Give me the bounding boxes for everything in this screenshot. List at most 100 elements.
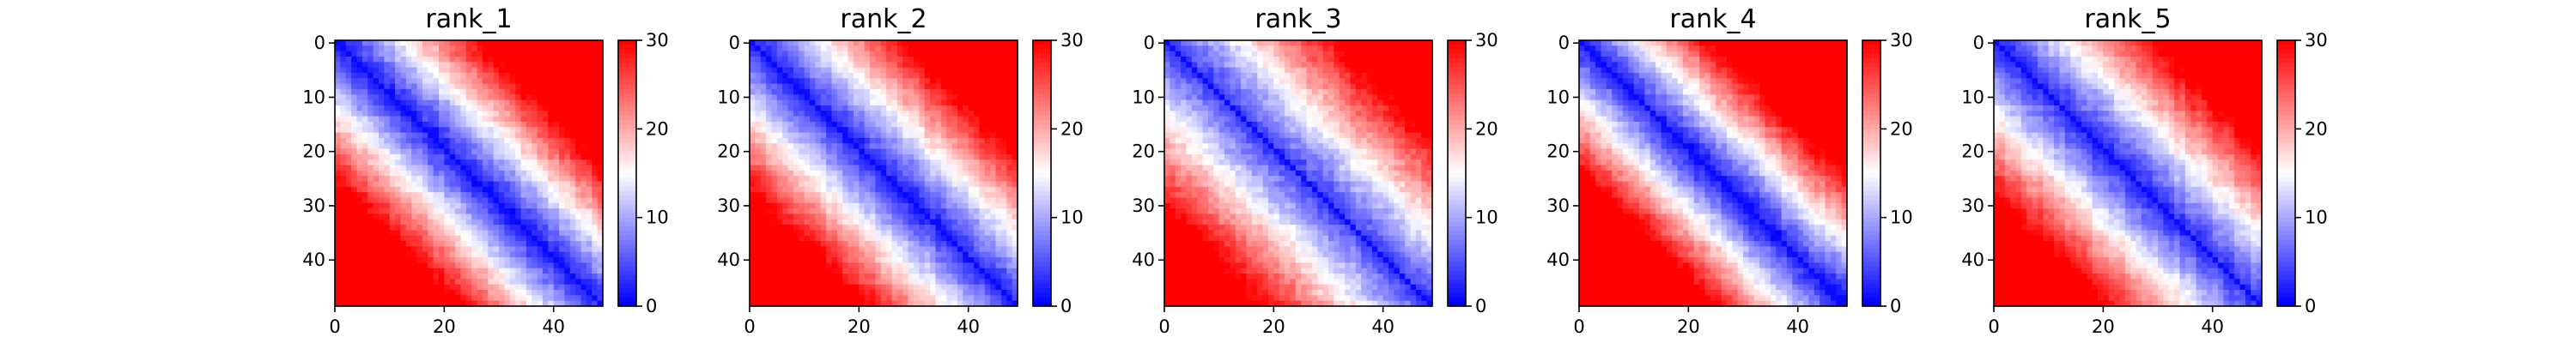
heatmap-cell (515, 225, 522, 232)
heatmap-cell (896, 116, 903, 123)
heatmap-cell (499, 290, 505, 296)
heatmap-cell (509, 94, 516, 101)
heatmap-cell (499, 251, 505, 258)
heatmap-cell (482, 186, 489, 193)
heatmap-cell (963, 165, 969, 172)
heatmap-cell (924, 235, 931, 242)
colorbar-segment (1033, 159, 1051, 165)
heatmap-cell (984, 192, 991, 199)
heatmap-cell (416, 105, 423, 111)
heatmap-cell (951, 121, 958, 128)
heatmap-cell (919, 83, 926, 90)
colorbar-segment (1033, 57, 1051, 63)
heatmap-cell (766, 214, 773, 220)
heatmap-cell (345, 148, 352, 155)
heatmap-cell (368, 300, 374, 307)
heatmap-cell (793, 159, 799, 166)
heatmap-cell (389, 40, 396, 46)
heatmap-cell (553, 214, 560, 220)
heatmap-cell (793, 202, 799, 209)
heatmap-cell (586, 274, 592, 280)
heatmap-cell (1000, 72, 1007, 79)
heatmap-cell (875, 62, 882, 69)
heatmap-cell (799, 219, 805, 226)
heatmap-cell (815, 137, 822, 144)
heatmap-cell (974, 241, 981, 248)
heatmap-cell (799, 137, 805, 144)
heatmap-cell (465, 170, 472, 177)
heatmap-cell (995, 181, 1002, 188)
heatmap-cell (444, 153, 451, 160)
heatmap-cell (842, 51, 849, 57)
heatmap-cell (924, 159, 931, 166)
heatmap-cell (766, 116, 773, 123)
heatmap-cell (597, 219, 604, 226)
heatmap-cell (984, 290, 991, 296)
heatmap-cell (422, 45, 428, 52)
heatmap-cell (766, 300, 773, 307)
heatmap-cell (548, 181, 555, 188)
heatmap-cell (924, 197, 931, 204)
heatmap-cell (428, 159, 434, 166)
heatmap-cell (831, 230, 838, 237)
heatmap-cell (373, 137, 380, 144)
heatmap-cell (886, 67, 893, 74)
heatmap-cell (526, 257, 532, 263)
heatmap-cell (395, 246, 402, 253)
heatmap-cell (935, 51, 942, 57)
heatmap-cell (793, 62, 799, 69)
heatmap-cell (389, 132, 396, 139)
heatmap-cell (378, 214, 385, 220)
heatmap-cell (400, 290, 407, 296)
colorbar-segment (618, 93, 636, 99)
heatmap-cell (482, 274, 489, 280)
heatmap-cell (793, 192, 799, 199)
heatmap-cell (766, 192, 773, 199)
heatmap-cell (455, 165, 462, 172)
heatmap-cell (564, 40, 571, 46)
heatmap-cell (750, 94, 756, 101)
heatmap-cell (548, 159, 555, 166)
heatmap-cell (995, 290, 1002, 296)
heatmap-cell (542, 274, 549, 280)
heatmap-cell (957, 251, 963, 258)
heatmap-cell (548, 78, 555, 85)
heatmap-cell (870, 51, 877, 57)
heatmap-cell (776, 262, 783, 269)
heatmap-cell (755, 83, 762, 90)
heatmap-cell (848, 56, 854, 63)
heatmap-cell (548, 143, 555, 150)
heatmap-cell (853, 300, 860, 307)
heatmap-cell (575, 105, 582, 111)
heatmap-cell (526, 94, 532, 101)
heatmap-cell (793, 241, 799, 248)
heatmap-cell (853, 279, 860, 286)
heatmap-cell (787, 116, 794, 123)
heatmap-cell (428, 274, 434, 280)
heatmap-cell (974, 251, 981, 258)
heatmap-cell (471, 132, 478, 139)
heatmap-cell (368, 121, 374, 128)
heatmap-cell (990, 148, 997, 155)
heatmap-cell (482, 72, 489, 79)
heatmap-cell (520, 176, 527, 183)
heatmap-cell (930, 40, 937, 46)
heatmap-cell (864, 83, 871, 90)
heatmap-cell (804, 56, 811, 63)
heatmap-cell (405, 143, 412, 150)
heatmap-cell (815, 83, 822, 90)
heatmap-cell (509, 45, 516, 52)
heatmap-cell (974, 230, 981, 237)
heatmap-cell (820, 45, 827, 52)
heatmap-cell (935, 202, 942, 209)
heatmap-cell (968, 186, 975, 193)
heatmap-cell (755, 88, 762, 95)
heatmap-cell (1006, 257, 1013, 263)
heatmap-cell (384, 137, 391, 144)
heatmap-cell (537, 251, 544, 258)
heatmap-cell (782, 300, 789, 307)
heatmap-cell (891, 290, 898, 296)
heatmap-cell (433, 192, 440, 199)
heatmap-cell (880, 279, 887, 286)
heatmap-cell (526, 219, 532, 226)
